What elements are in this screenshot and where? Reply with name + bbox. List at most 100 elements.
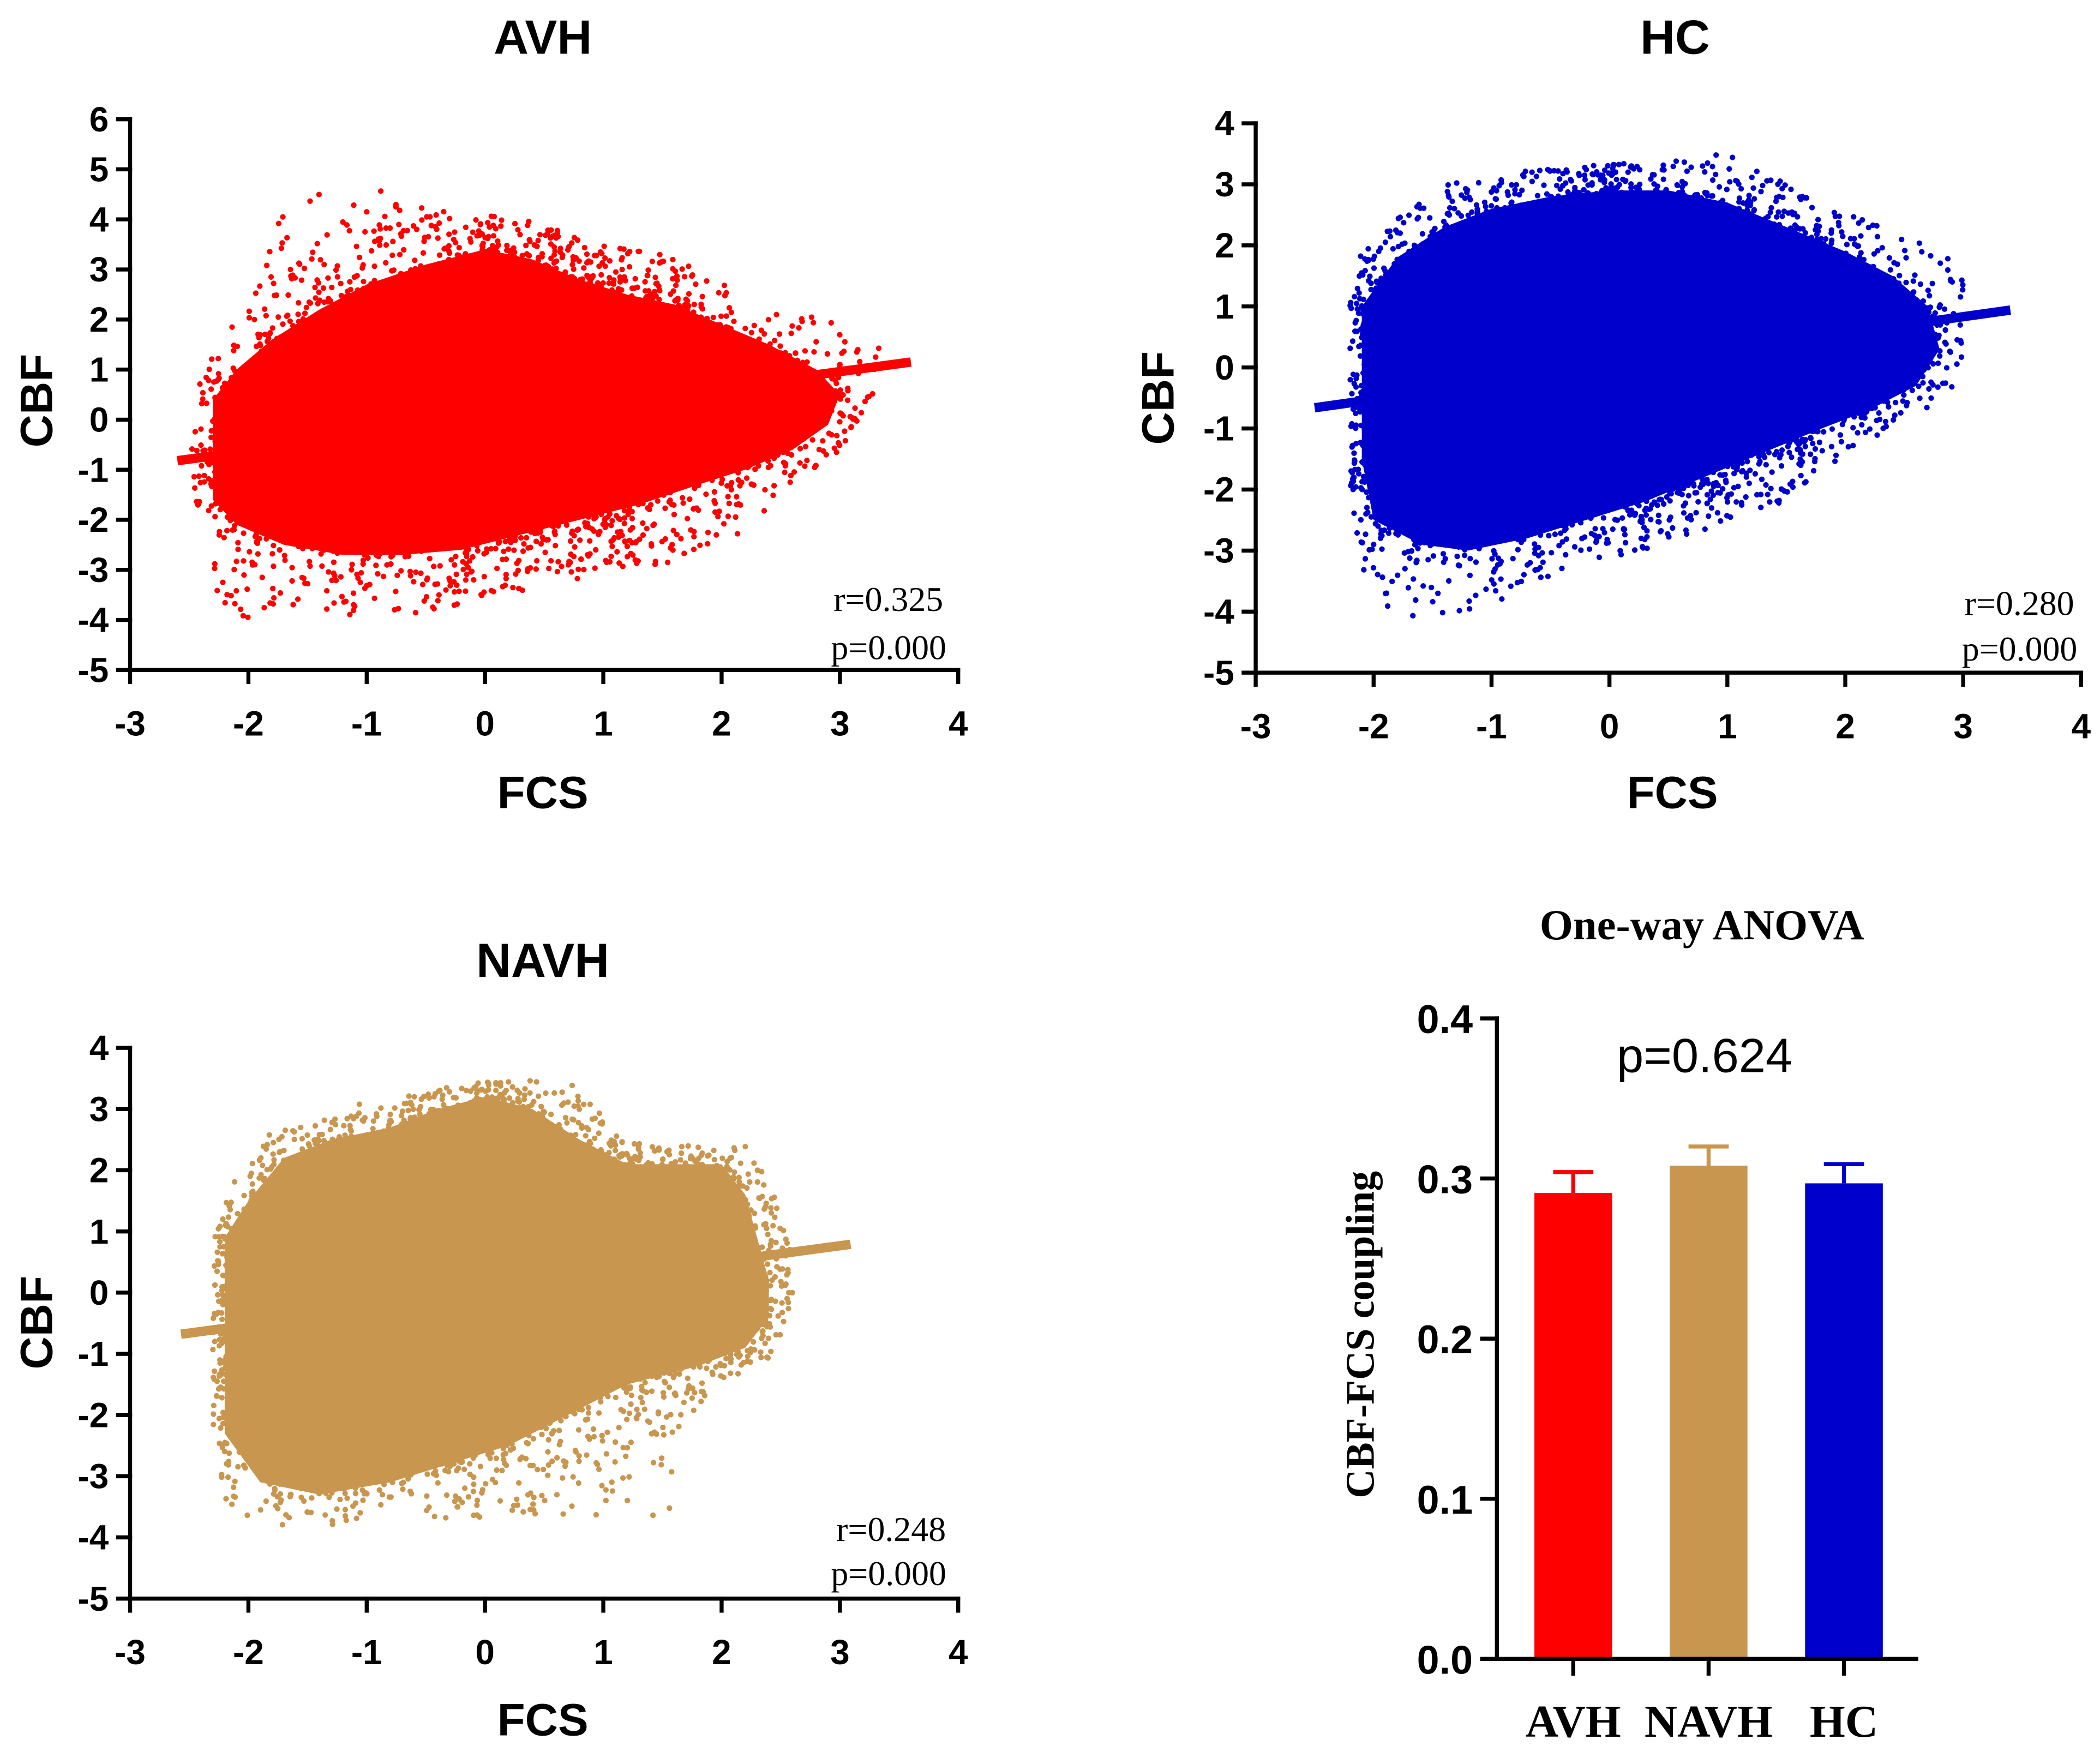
scatter-point xyxy=(453,571,459,578)
scatter-point xyxy=(1865,224,1871,231)
scatter-point xyxy=(1604,536,1610,543)
scatter-point xyxy=(400,1486,406,1492)
scatter-point xyxy=(747,1359,753,1365)
scatter-point xyxy=(373,1478,379,1485)
scatter-point xyxy=(556,1121,562,1128)
scatter-point xyxy=(666,1147,672,1153)
scatter-point xyxy=(652,274,658,280)
scatter-point xyxy=(671,512,677,518)
scatter-point xyxy=(629,515,635,521)
scatter-point xyxy=(1446,212,1453,218)
scatter-point xyxy=(1916,240,1923,247)
scatter-point xyxy=(467,257,473,263)
scatter-point xyxy=(574,513,581,519)
scatter-point xyxy=(585,1405,592,1411)
scatter-point xyxy=(657,1165,663,1171)
scatter-point xyxy=(509,1441,515,1447)
scatter-point xyxy=(1387,275,1393,281)
scatter-point xyxy=(778,351,784,357)
scatter-point xyxy=(249,1181,255,1187)
scatter-point xyxy=(212,1339,218,1345)
scatter-point xyxy=(823,452,829,458)
scatter-point xyxy=(841,348,847,355)
scatter-point xyxy=(287,1491,293,1497)
scatter-point xyxy=(1546,167,1552,173)
scatter-point xyxy=(1371,499,1377,505)
scatter-point xyxy=(1515,547,1521,553)
scatter-point xyxy=(686,1383,692,1389)
scatter-point xyxy=(329,577,335,584)
scatter-point xyxy=(218,1425,224,1431)
scatter-point xyxy=(375,554,382,560)
scatter-point xyxy=(244,1512,250,1519)
scatter-point xyxy=(633,1414,639,1421)
scatter-point xyxy=(304,1509,310,1515)
scatter-point xyxy=(1786,434,1792,440)
scatter-point xyxy=(537,1114,543,1120)
scatter-point xyxy=(256,1468,262,1474)
scatter-point xyxy=(1644,194,1650,200)
scatter-point xyxy=(592,565,598,571)
scatter-point xyxy=(359,1487,365,1493)
scatter-point xyxy=(635,558,641,564)
scatter-point xyxy=(1415,214,1421,220)
scatter-point xyxy=(1718,518,1724,524)
y-tick-label: -2 xyxy=(77,500,109,539)
scatter-point xyxy=(389,268,395,274)
scatter-point xyxy=(656,1369,662,1375)
scatter-point xyxy=(1926,386,1932,392)
scatter-point xyxy=(581,244,587,251)
scatter-point xyxy=(747,1179,753,1185)
scatter-point xyxy=(257,283,263,289)
scatter-point xyxy=(394,275,400,281)
scatter-point xyxy=(344,222,350,228)
scatter-point xyxy=(575,1097,581,1104)
scatter-point xyxy=(559,1089,565,1095)
scatter-point xyxy=(274,1493,280,1500)
scatter-point xyxy=(451,579,457,585)
y-tick-label: -2 xyxy=(77,1395,109,1435)
scatter-point xyxy=(1930,361,1936,367)
scatter-point xyxy=(1581,172,1588,178)
scatter-point xyxy=(712,500,718,506)
scatter-point xyxy=(1688,517,1694,523)
scatter-point xyxy=(225,1459,232,1465)
scatter-point xyxy=(1767,209,1773,215)
scatter-point xyxy=(1798,472,1804,479)
scatter-point xyxy=(1559,565,1565,572)
scatter-point xyxy=(619,266,625,273)
scatter-point xyxy=(524,568,531,574)
y-tick-label: -1 xyxy=(1203,409,1234,448)
scatter-point xyxy=(631,1141,638,1147)
scatter-point xyxy=(348,1133,355,1139)
scatter-point xyxy=(219,1474,225,1480)
scatter-point xyxy=(545,1437,551,1443)
scatter-point xyxy=(745,464,751,471)
scatter-cloud-core xyxy=(213,249,840,555)
scatter-point xyxy=(491,213,497,220)
scatter-point xyxy=(271,595,277,601)
scatter-point xyxy=(217,417,223,423)
scatter-point xyxy=(503,1088,509,1094)
scatter-point xyxy=(1958,338,1964,344)
scatter-point xyxy=(223,1363,229,1369)
scatter-point xyxy=(1859,422,1865,428)
scatter-point xyxy=(691,547,697,553)
navh-x-axis-title: FCS xyxy=(497,1694,589,1745)
scatter-point xyxy=(509,1507,515,1514)
scatter-point xyxy=(522,1086,528,1092)
scatter-point xyxy=(381,1128,387,1134)
scatter-point xyxy=(748,1230,755,1236)
scatter-point xyxy=(767,1241,773,1247)
scatter-point xyxy=(329,284,335,291)
scatter-point xyxy=(723,290,729,296)
scatter-point xyxy=(381,1481,387,1487)
scatter-point xyxy=(713,1364,719,1370)
scatter-point xyxy=(390,238,396,244)
scatter-point xyxy=(1766,449,1772,455)
scatter-point xyxy=(1357,353,1364,359)
scatter-point xyxy=(373,562,379,568)
scatter-point xyxy=(1709,202,1715,208)
scatter-point xyxy=(319,1131,325,1137)
scatter-point xyxy=(456,588,462,595)
